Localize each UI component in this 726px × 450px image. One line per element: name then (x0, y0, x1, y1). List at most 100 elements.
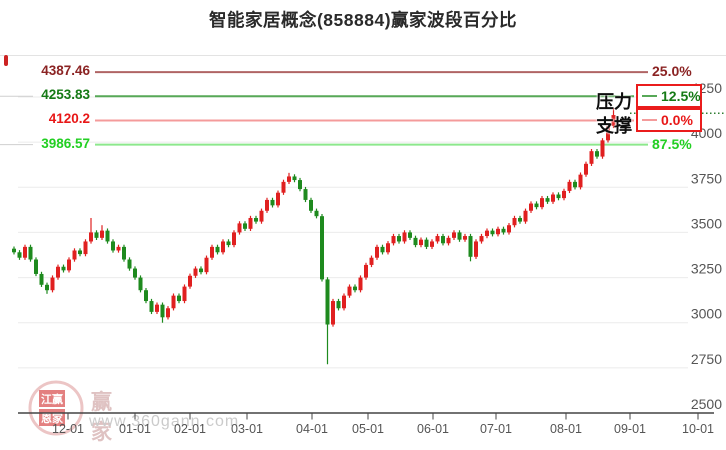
candle-body (226, 241, 231, 246)
candle-body (353, 286, 357, 291)
candle-body (446, 237, 451, 244)
candle-body (149, 301, 154, 312)
candle-body (457, 232, 462, 240)
title-divider (0, 55, 726, 56)
candle-body (281, 181, 286, 193)
candle-body (138, 277, 143, 291)
candle-body (584, 163, 588, 175)
candle-body (270, 199, 275, 206)
candle-body (177, 295, 181, 302)
candle-body (364, 264, 368, 278)
candle-body (23, 246, 27, 258)
x-axis-label: 06-01 (417, 422, 449, 436)
candle-body (391, 236, 396, 244)
candle-body (463, 236, 467, 240)
y-axis-label: 4000 (691, 125, 722, 141)
candle-body (545, 198, 550, 202)
candle-body (188, 275, 192, 287)
candle-body (78, 250, 82, 255)
candle-body (314, 210, 319, 217)
candle-body (160, 304, 165, 318)
candle-body (496, 228, 500, 235)
candle-body (606, 125, 610, 141)
candle-body (50, 277, 55, 291)
candle-body (232, 232, 236, 246)
candle-body (512, 217, 517, 226)
candle-body (534, 203, 539, 208)
candle-body (259, 210, 264, 222)
candle-body (479, 236, 484, 242)
candle-body (303, 189, 308, 200)
candle-body (501, 228, 506, 233)
candle-body (248, 217, 253, 229)
candle-body (347, 286, 352, 296)
candle-body (144, 290, 148, 302)
x-axis-label: 03-01 (231, 422, 263, 436)
candle-body (45, 284, 49, 291)
candle-body (155, 304, 159, 312)
candle-body (325, 279, 330, 325)
candle-body (556, 194, 561, 199)
candle-body (523, 210, 528, 222)
x-axis-label: 10-01 (682, 422, 714, 436)
candle-body (122, 246, 126, 260)
y-axis-label: 4250 (691, 80, 722, 96)
candle-body (67, 259, 71, 271)
candle-body (116, 246, 121, 251)
x-axis-label: 01-01 (119, 422, 151, 436)
candle-body (171, 295, 176, 309)
candle-body (265, 199, 269, 211)
candle-body (336, 301, 341, 309)
candle-body (573, 181, 577, 188)
candle-body (468, 236, 473, 257)
x-axis-label: 08-01 (550, 422, 582, 436)
page-title: 智能家居概念(858884)赢家波段百分比 (208, 10, 518, 30)
candle-body (292, 176, 297, 181)
x-axis-label: 02-01 (174, 422, 206, 436)
y-axis-label: 3750 (691, 170, 722, 186)
candle-body (474, 241, 478, 257)
candle-body (342, 295, 346, 309)
candle-body (17, 252, 22, 258)
x-axis-label: 05-01 (352, 422, 384, 436)
svg-text:江赢: 江赢 (41, 392, 63, 406)
candle-body (12, 248, 16, 253)
candle-body (28, 246, 33, 260)
candle-body (402, 232, 407, 242)
candle-body (507, 225, 511, 233)
candle-body (562, 190, 566, 199)
candle-body (529, 203, 533, 211)
candle-body (72, 250, 77, 260)
candle-body (397, 236, 401, 242)
candle-body (369, 257, 374, 265)
candle-body (221, 241, 225, 253)
candle-body (276, 192, 280, 206)
y-axis-label: 3250 (691, 261, 722, 277)
candle-body (287, 176, 291, 182)
candle-body (111, 241, 115, 251)
candle-body (309, 199, 313, 211)
candle-body (34, 259, 38, 274)
candle-body (578, 174, 583, 188)
candle-body (551, 194, 555, 202)
candle-body (254, 217, 258, 222)
candle-body (39, 273, 44, 285)
candle-body (94, 232, 99, 238)
svg-text:恩家: 恩家 (41, 411, 64, 425)
candle-body (595, 151, 599, 157)
candle-body (215, 246, 220, 253)
candle-body (485, 230, 489, 237)
candle-body (56, 266, 60, 278)
candle-body (375, 246, 379, 258)
watermark-url-text: www.360gann.com (89, 413, 240, 430)
candle-body (204, 257, 209, 273)
x-axis-label: 09-01 (614, 422, 646, 436)
y-axis-label: 3500 (691, 215, 722, 231)
candle-body (380, 246, 385, 253)
candle-body (320, 216, 324, 280)
candle-body (518, 217, 522, 222)
candle-body (540, 198, 544, 208)
candle-body (105, 230, 110, 242)
